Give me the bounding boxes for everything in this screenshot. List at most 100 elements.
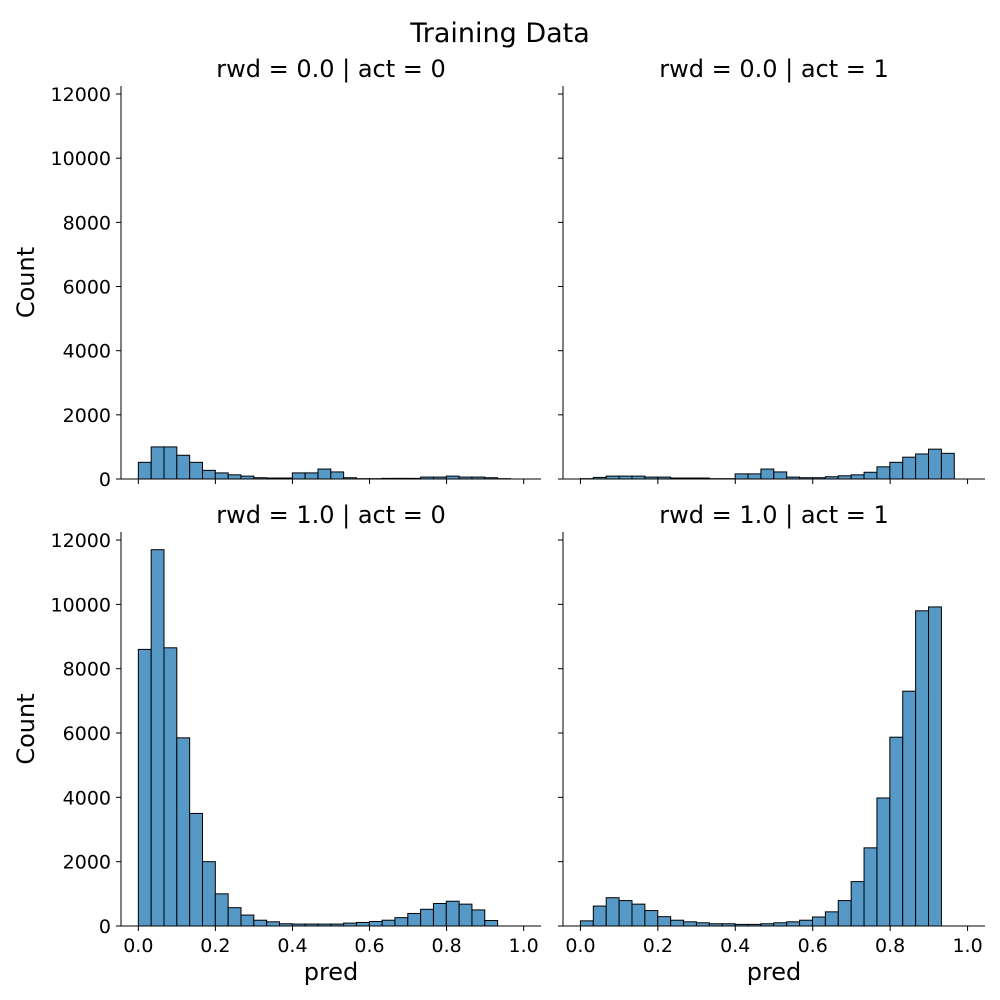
x-tick-label: 0.8: [431, 935, 461, 957]
histogram-bar: [902, 456, 917, 480]
figure-title: Training Data: [409, 18, 590, 49]
histogram-bar: [837, 900, 852, 927]
x-axis-label: pred: [304, 958, 359, 986]
histogram-bar: [484, 920, 499, 927]
x-tick-label: 0.2: [200, 935, 230, 957]
y-tick-label: 4000: [63, 341, 111, 363]
panel-title: rwd = 0.0 | act = 1: [659, 55, 889, 83]
panel-2: rwd = 0.0 | act = 1: [558, 55, 985, 484]
histogram-bar: [876, 466, 891, 480]
histogram-bar: [747, 473, 762, 480]
y-tick-label: 8000: [63, 659, 111, 681]
x-tick-label: 0.0: [123, 935, 153, 957]
histogram-bar: [163, 446, 178, 480]
histogram-bar: [317, 468, 332, 480]
histogram-bar: [811, 916, 826, 927]
histogram-bar: [176, 737, 191, 927]
histogram-bar: [644, 910, 659, 927]
histogram-bar: [579, 920, 594, 927]
histogram-bar: [799, 919, 813, 927]
histogram-bar: [592, 905, 607, 927]
histogram-bar: [189, 812, 203, 927]
histogram-bar: [432, 902, 447, 927]
panel-title: rwd = 1.0 | act = 1: [659, 501, 889, 529]
histogram-bar: [471, 909, 486, 927]
histogram-bar: [253, 919, 268, 927]
y-tick-label: 4000: [63, 787, 111, 809]
x-tick-label: 0.8: [875, 935, 905, 957]
histogram-bar: [189, 461, 203, 480]
histogram-bar: [394, 917, 409, 927]
histogram-bar: [876, 797, 891, 927]
y-tick-label: 2000: [63, 852, 111, 874]
panel-4: 0.0 0.2 0.4 0.6 0.8 1.0 rwd = 1.0 | act = 1 pre…: [558, 501, 985, 986]
histogram-bar: [266, 921, 280, 927]
histogram-bar: [150, 446, 165, 480]
histogram-bar: [915, 453, 930, 480]
histogram-bar: [420, 908, 434, 927]
y-tick-label: 10000: [51, 594, 111, 616]
histogram-bar: [928, 448, 942, 480]
panel-3: 0 2000 4000 6000 8000 10000 12000 0.0 0.2 0.4 0.6 0…: [12, 501, 541, 986]
panels: 0 2000 4000 6000 8000 10000 12000 rwd = 0.0 | a…: [12, 55, 985, 986]
x-tick-label: 0.4: [720, 935, 750, 957]
histogram-bar: [928, 606, 942, 927]
histogram-bar: [304, 472, 319, 480]
x-axis-label: pred: [747, 958, 802, 986]
histogram-bar: [458, 903, 473, 927]
histogram-bar: [227, 907, 242, 927]
histogram-bar: [368, 921, 383, 927]
y-tick-label: 0: [99, 916, 111, 938]
histogram-bar: [445, 900, 460, 927]
histogram-bar: [163, 647, 178, 927]
panel-title: rwd = 0.0 | act = 0: [216, 55, 446, 83]
x-tick-label: 0.6: [798, 935, 828, 957]
panel-1: 0 2000 4000 6000 8000 10000 12000 rwd = 0.0 | a…: [12, 55, 541, 491]
y-tick-label: 8000: [63, 212, 111, 234]
histogram-bar: [150, 549, 165, 927]
histogram-bar: [734, 473, 749, 480]
histogram-bar: [407, 912, 422, 927]
histogram-bar: [940, 452, 955, 480]
histogram-bar: [863, 471, 878, 480]
histogram-bar: [618, 900, 633, 927]
histogram-bar: [214, 472, 229, 480]
histogram-bar: [137, 648, 152, 927]
histogram-bar: [683, 921, 697, 927]
histogram-bar: [291, 472, 306, 480]
panel-title: rwd = 1.0 | act = 0: [216, 501, 446, 529]
x-tick-label: 0.6: [354, 935, 384, 957]
histogram-bar: [786, 921, 801, 927]
x-tick-label: 0.0: [565, 935, 595, 957]
histogram-bar: [202, 469, 216, 480]
y-tick-label: 12000: [51, 530, 111, 552]
y-tick-label: 10000: [51, 148, 111, 170]
y-axis-label: Count: [12, 247, 40, 318]
histogram-bar: [381, 919, 396, 927]
y-tick-label: 2000: [63, 405, 111, 427]
histogram-bar: [227, 474, 242, 480]
y-axis-label: Count: [12, 693, 40, 764]
histogram-bar: [889, 461, 904, 480]
y-tick-label: 12000: [51, 84, 111, 106]
histogram-bar: [850, 474, 865, 480]
histogram-bar: [902, 690, 917, 927]
histogram-bar: [824, 911, 839, 927]
histogram-bar: [330, 471, 345, 480]
histogram-bar: [657, 916, 672, 927]
histogram-bar: [355, 921, 370, 927]
histogram-bar: [202, 861, 216, 927]
histogram-bar: [850, 881, 865, 927]
x-tick-label: 1.0: [509, 935, 539, 957]
histogram-bar: [176, 454, 191, 480]
y-tick-label: 6000: [63, 723, 111, 745]
x-tick-label: 1.0: [952, 935, 982, 957]
x-tick-label: 0.4: [277, 935, 307, 957]
y-tick-label: 6000: [63, 277, 111, 299]
histogram-bar: [214, 893, 229, 927]
histogram-bar: [670, 919, 685, 927]
histogram-bar: [240, 914, 255, 927]
histogram-bar: [605, 897, 620, 927]
x-tick-label: 0.2: [643, 935, 673, 957]
